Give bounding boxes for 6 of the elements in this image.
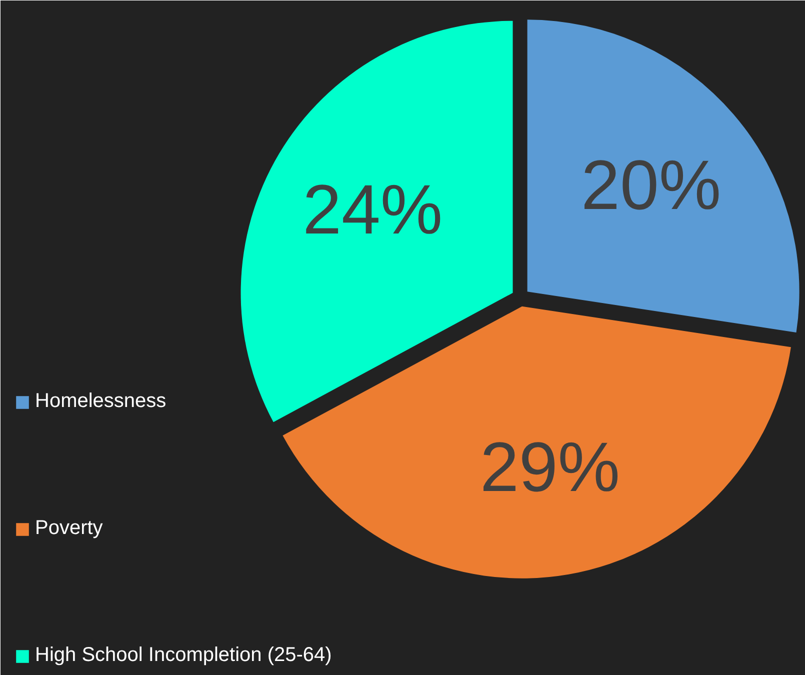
data-label: 29% — [480, 428, 620, 506]
legend-label: Poverty — [35, 517, 103, 540]
legend-label: High School Incompletion (25-64) — [35, 644, 332, 667]
data-label: 24% — [302, 170, 443, 248]
data-label: 20% — [581, 146, 722, 224]
legend-label: Homelessness — [35, 390, 166, 413]
